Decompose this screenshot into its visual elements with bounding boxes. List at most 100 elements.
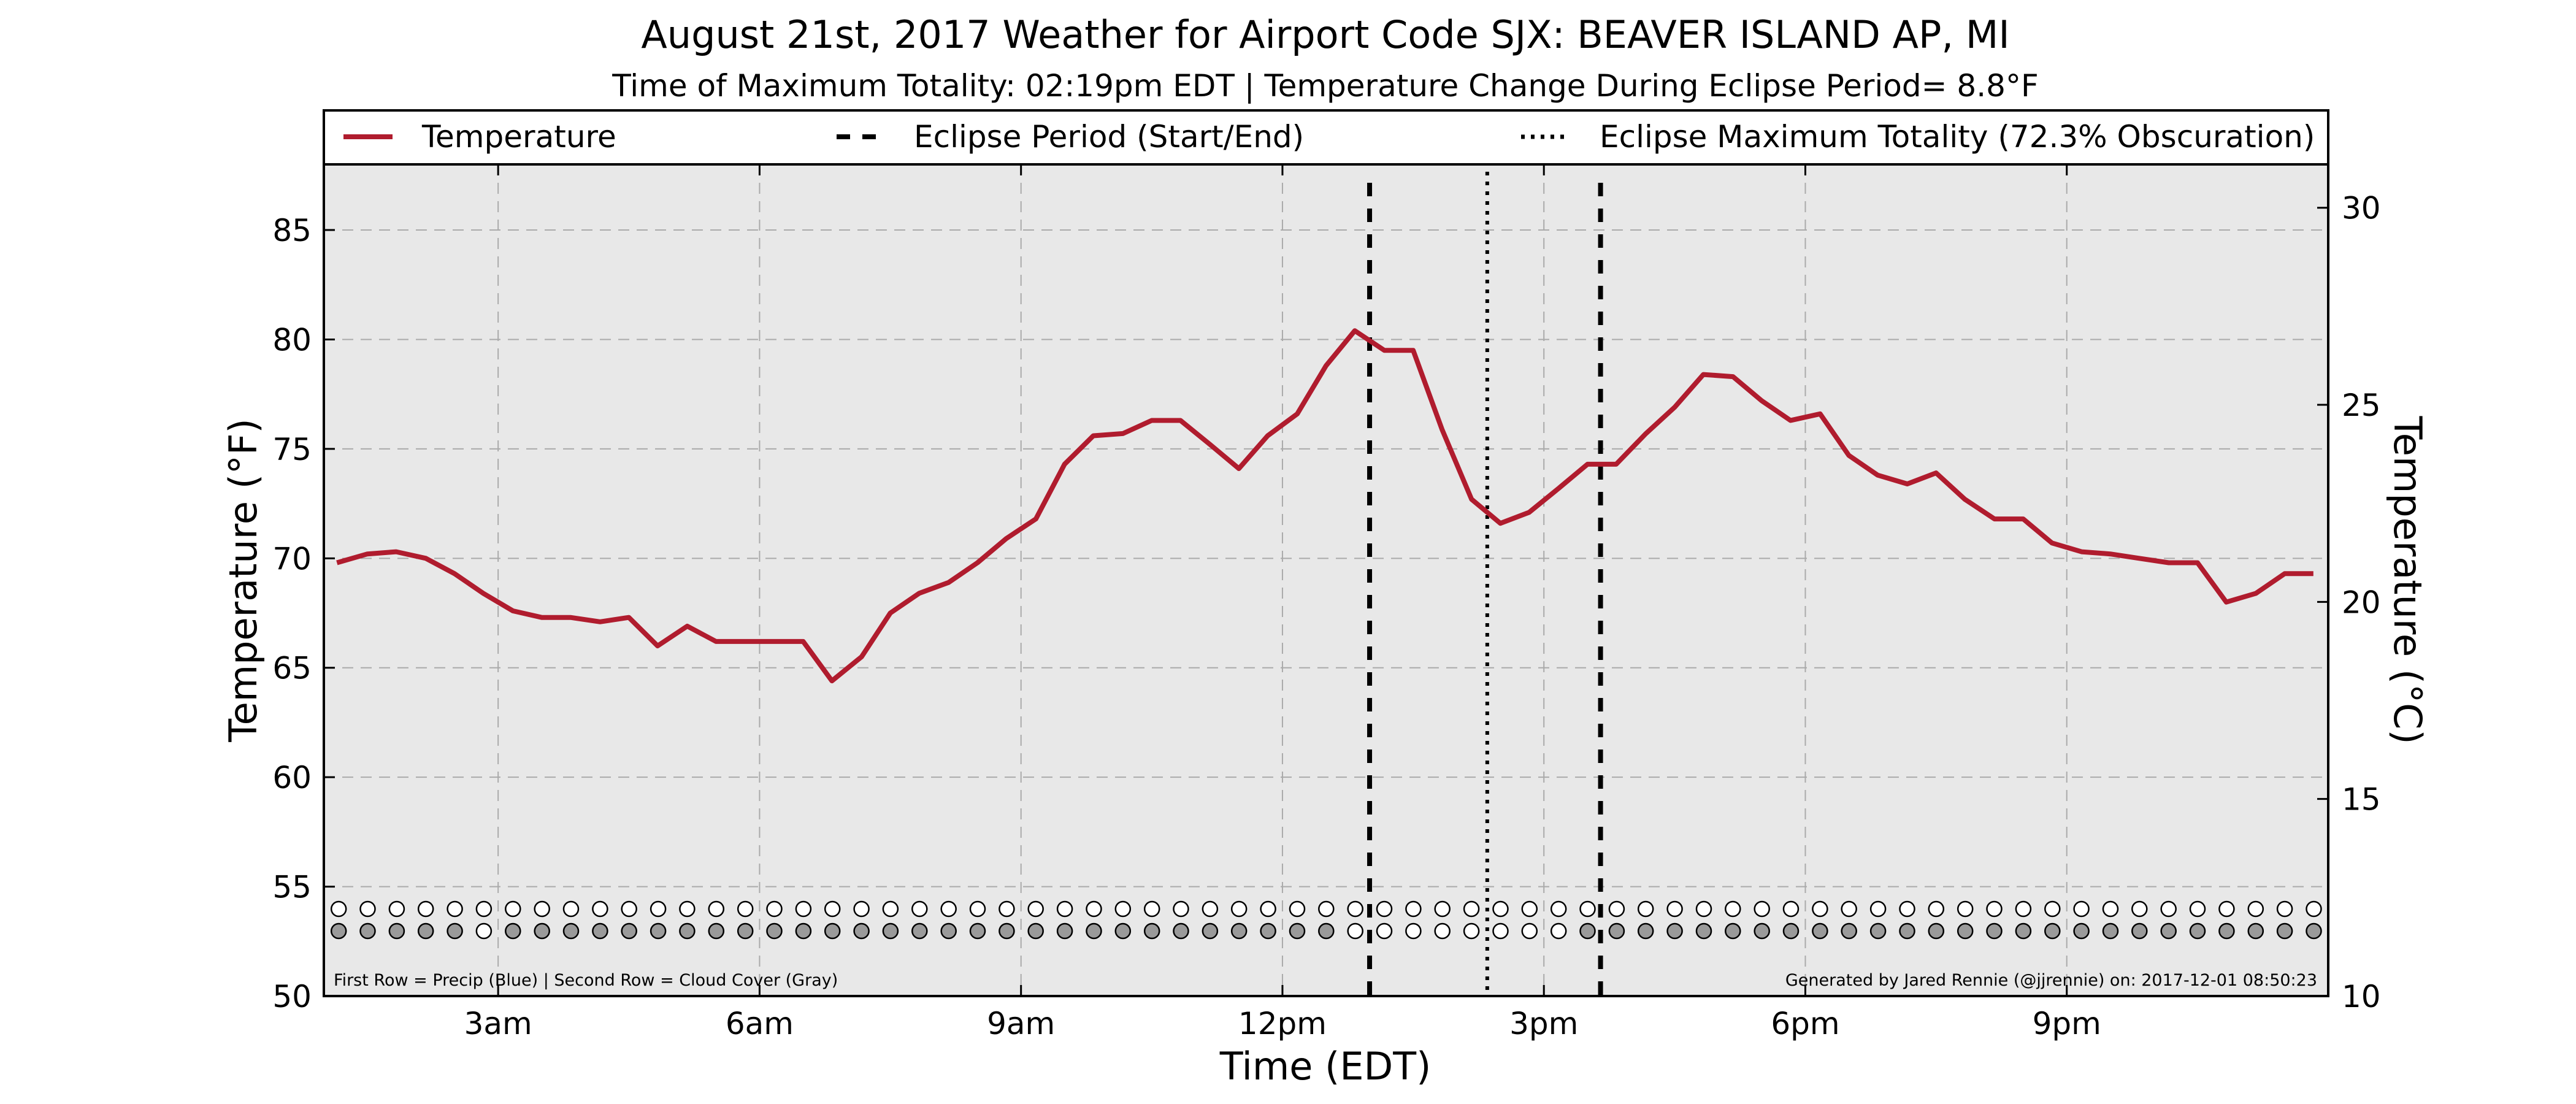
precip-dot-31	[1230, 900, 1248, 918]
precip-dot-58	[2015, 900, 2032, 918]
plot-frame	[323, 163, 2329, 997]
cloud-dot-30	[1202, 922, 1219, 940]
cloud-dot-40	[1492, 922, 1509, 940]
cloud-dot-60	[2073, 922, 2090, 940]
x-tick-label-1: 6am	[726, 1006, 794, 1041]
precip-dot-29	[1173, 900, 1189, 918]
precip-dot-52	[1841, 900, 1857, 918]
precip-dot-15	[766, 900, 783, 918]
cloud-dot-18	[853, 922, 870, 940]
precip-dot-61	[2102, 900, 2119, 918]
legend-eclipse-max-label: Eclipse Maximum Totality (72.3% Obscurat…	[1600, 119, 2315, 155]
cloud-dot-66	[2247, 922, 2264, 940]
cloud-dot-19	[882, 922, 899, 940]
cloud-dot-1	[359, 922, 376, 940]
cloud-dot-9	[592, 922, 608, 940]
precip-dot-23	[999, 900, 1015, 918]
precip-dot-19	[882, 900, 899, 918]
cloud-dot-47	[1695, 922, 1712, 940]
cloud-dot-65	[2218, 922, 2235, 940]
cloud-dot-12	[679, 922, 696, 940]
precip-dot-26	[1086, 900, 1102, 918]
precip-dot-45	[1637, 900, 1654, 918]
precip-dot-67	[2276, 900, 2293, 918]
cloud-dot-23	[999, 922, 1015, 940]
cloud-dot-32	[1260, 922, 1276, 940]
precip-dot-27	[1114, 900, 1132, 918]
precip-dot-46	[1666, 900, 1683, 918]
cloud-dot-53	[1869, 922, 1887, 940]
precip-dot-53	[1869, 900, 1887, 918]
cloud-dot-52	[1841, 922, 1857, 940]
y-right-tick-label-4: 30	[2342, 191, 2381, 226]
precip-dot-17	[824, 900, 841, 918]
cloud-dot-49	[1754, 922, 1770, 940]
precip-dot-55	[1928, 900, 1945, 918]
cloud-dot-8	[562, 922, 580, 940]
chart-title: August 21st, 2017 Weather for Airport Co…	[641, 12, 2009, 57]
cloud-dot-46	[1666, 922, 1683, 940]
cloud-dot-15	[766, 922, 783, 940]
cloud-dot-6	[505, 922, 521, 940]
precip-dot-56	[1957, 900, 1974, 918]
cloud-dot-35	[1347, 922, 1363, 940]
x-tick-label-5: 6pm	[1771, 1006, 1839, 1041]
y-tick-label-4: 70	[272, 541, 312, 577]
precip-dot-9	[592, 900, 608, 918]
cloud-dot-20	[911, 922, 928, 940]
precip-dot-43	[1579, 900, 1596, 918]
x-tick-label-2: 9am	[987, 1006, 1055, 1041]
y-tick-label-2: 60	[272, 760, 312, 795]
precip-dot-60	[2073, 900, 2090, 918]
cloud-dot-28	[1143, 922, 1160, 940]
precip-dot-65	[2218, 900, 2235, 918]
cloud-dot-38	[1434, 922, 1451, 940]
cloud-dot-68	[2306, 922, 2322, 940]
cloud-dot-34	[1318, 922, 1335, 940]
precip-dot-41	[1521, 900, 1538, 918]
y-axis-right-label: Temperature (°C)	[2385, 415, 2430, 744]
cloud-dot-13	[708, 922, 725, 940]
cloud-dot-67	[2276, 922, 2293, 940]
precip-dot-57	[1986, 900, 2003, 918]
cloud-dot-31	[1230, 922, 1248, 940]
cloud-dot-36	[1376, 922, 1393, 940]
cloud-dot-33	[1289, 922, 1306, 940]
cloud-dot-5	[475, 922, 493, 940]
y-tick-label-3: 65	[272, 651, 312, 686]
cloud-dot-48	[1725, 922, 1741, 940]
cloud-dot-58	[2015, 922, 2032, 940]
precip-cloud-rows	[330, 900, 2322, 940]
precip-dot-28	[1143, 900, 1160, 918]
cloud-dot-7	[534, 922, 550, 940]
y-right-tick-label-3: 25	[2342, 388, 2381, 423]
cloud-dot-17	[824, 922, 841, 940]
cloud-dot-43	[1579, 922, 1596, 940]
precip-dot-8	[562, 900, 580, 918]
precip-dot-40	[1492, 900, 1509, 918]
precip-dot-39	[1463, 900, 1480, 918]
precip-dot-14	[737, 900, 754, 918]
cloud-dot-27	[1114, 922, 1132, 940]
precip-dot-35	[1347, 900, 1363, 918]
precip-dot-42	[1550, 900, 1567, 918]
footnote-left: First Row = Precip (Blue) | Second Row =…	[334, 971, 838, 990]
cloud-dot-3	[417, 922, 434, 940]
precip-dot-22	[969, 900, 986, 918]
cloud-dot-61	[2102, 922, 2119, 940]
precip-dot-51	[1812, 900, 1828, 918]
y-tick-label-5: 75	[272, 432, 312, 467]
precip-dot-68	[2306, 900, 2322, 918]
precip-dot-34	[1318, 900, 1335, 918]
y-right-tick-label-0: 10	[2342, 979, 2381, 1014]
precip-dot-50	[1782, 900, 1800, 918]
precip-dot-44	[1608, 900, 1625, 918]
precip-dot-13	[708, 900, 725, 918]
eclipse-lines	[1367, 172, 1603, 996]
cloud-dot-62	[2131, 922, 2148, 940]
precip-dot-63	[2160, 900, 2177, 918]
cloud-dot-16	[795, 922, 812, 940]
cloud-dot-14	[737, 922, 754, 940]
cloud-dot-44	[1608, 922, 1625, 940]
precip-dot-30	[1202, 900, 1219, 918]
